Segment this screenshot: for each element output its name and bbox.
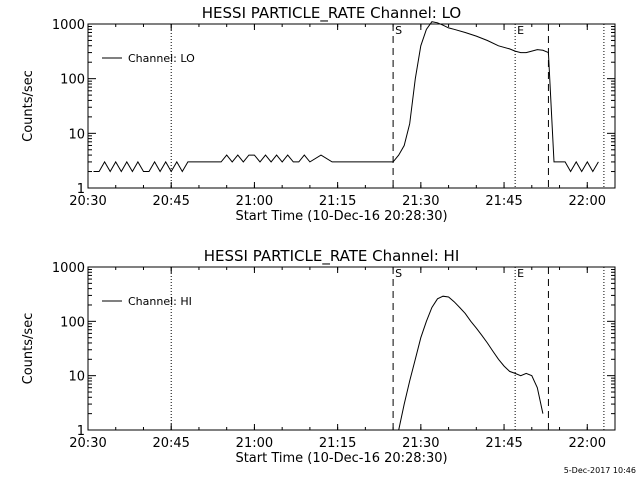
x-tick-label: 22:00 — [569, 436, 606, 451]
x-tick-label: 21:45 — [485, 436, 522, 451]
y-tick-label: 100 — [60, 73, 85, 88]
plot-frame — [87, 23, 616, 189]
chart-title: HESSI PARTICLE_RATE Channel: HI — [204, 247, 460, 266]
x-tick-label: 22:00 — [569, 194, 606, 209]
x-tick-label: 20:45 — [152, 436, 189, 451]
series-line-0 — [398, 295, 544, 431]
plot-frame — [87, 266, 616, 431]
legend-label: Channel: LO — [128, 52, 195, 65]
y-tick-label: 1000 — [52, 261, 85, 276]
marker-label: S — [395, 267, 402, 280]
series-line-0 — [93, 21, 599, 173]
y-tick-label: 1 — [77, 182, 85, 197]
chart-panel-0: HESSI PARTICLE_RATE Channel: LO 20:30 20:4… — [21, 4, 616, 224]
x-tick-label: 21:45 — [485, 194, 522, 209]
x-tick-label: 21:30 — [402, 194, 439, 209]
x-tick-label: 21:15 — [319, 194, 356, 209]
x-tick-label: 21:00 — [236, 436, 273, 451]
x-tick-label: 20:30 — [69, 436, 106, 451]
y-tick-label: 100 — [60, 315, 85, 330]
x-tick-label: 21:15 — [319, 436, 356, 451]
x-tick-label: 21:30 — [402, 436, 439, 451]
x-tick-label: 20:30 — [69, 194, 106, 209]
timestamp-stamp: 5-Dec-2017 10:46 — [564, 466, 636, 475]
x-tick-label: 20:45 — [152, 194, 189, 209]
marker-label: E — [517, 24, 524, 37]
x-axis-label: Start Time (10-Dec-16 20:28:30) — [235, 451, 447, 466]
chart-title: HESSI PARTICLE_RATE Channel: LO — [202, 4, 461, 23]
legend-label: Channel: HI — [128, 295, 192, 308]
x-axis-label: Start Time (10-Dec-16 20:28:30) — [235, 209, 447, 224]
y-tick-label: 10 — [68, 370, 85, 385]
x-tick-label: 21:00 — [236, 194, 273, 209]
y-tick-label: 1 — [77, 424, 85, 439]
marker-label: S — [395, 24, 402, 37]
chart-panel-1: HESSI PARTICLE_RATE Channel: HI 20:30 20:4… — [21, 247, 616, 466]
marker-label: E — [517, 267, 524, 280]
y-axis-label: Counts/sec — [21, 70, 36, 142]
y-axis-label: Counts/sec — [21, 313, 36, 385]
y-tick-label: 10 — [68, 127, 85, 142]
y-tick-label: 1000 — [52, 18, 85, 33]
